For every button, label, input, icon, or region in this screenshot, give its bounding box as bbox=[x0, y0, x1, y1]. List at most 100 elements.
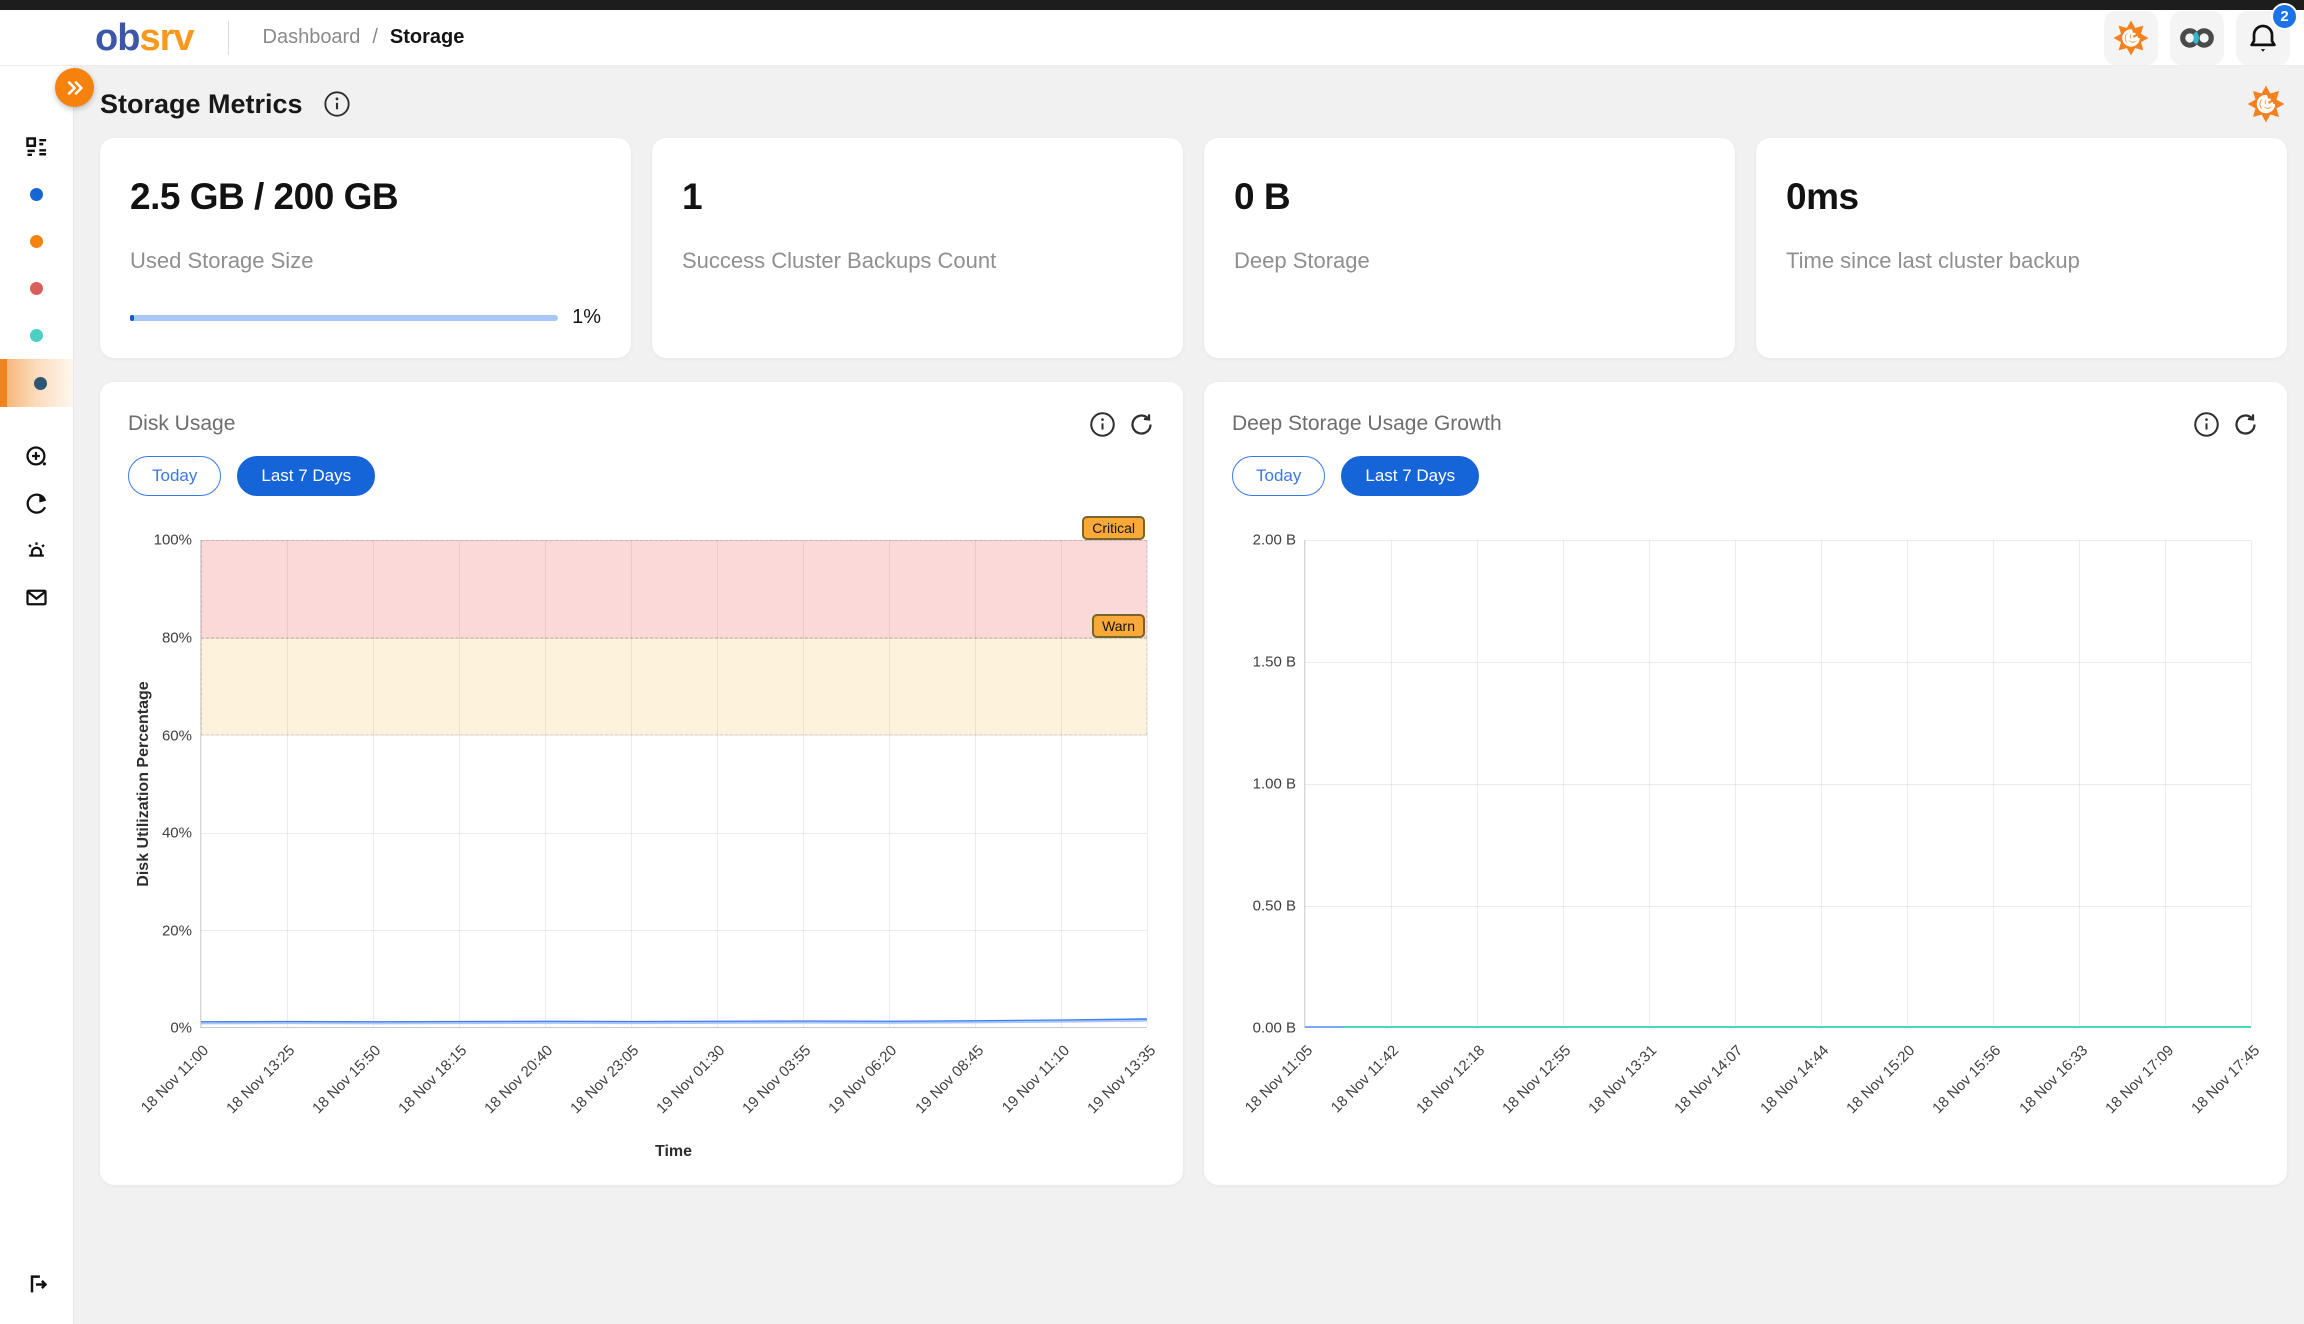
chart-panels: Disk Usage bbox=[74, 358, 2304, 1185]
app-header: obsrv Dashboard / Storage bbox=[0, 10, 2304, 66]
logout-icon bbox=[23, 1271, 50, 1298]
alerts-icon bbox=[23, 537, 50, 564]
card-deep-storage: 0 B Deep Storage bbox=[1204, 138, 1735, 358]
sidebar-expand-button[interactable] bbox=[55, 68, 94, 107]
x-tick-label: 18 Nov 13:31 bbox=[1585, 1042, 1660, 1117]
x-tick-label: 18 Nov 15:20 bbox=[1844, 1042, 1919, 1117]
card-label: Deep Storage bbox=[1234, 248, 1705, 274]
panel-info-button[interactable] bbox=[1089, 411, 1116, 438]
panel-title: Deep Storage Usage Growth bbox=[1232, 412, 1502, 436]
nav-dot-teal bbox=[30, 329, 43, 342]
panel-header: Deep Storage Usage Growth bbox=[1232, 408, 2259, 440]
grafana-settings-button[interactable] bbox=[2245, 83, 2287, 125]
page-title-info-button[interactable] bbox=[323, 90, 351, 118]
today-button[interactable]: Today bbox=[1232, 456, 1325, 496]
card-value: 1 bbox=[682, 176, 1153, 218]
grafana-button[interactable] bbox=[2104, 11, 2158, 65]
last-7-days-button[interactable]: Last 7 Days bbox=[237, 456, 375, 496]
header-actions: 2 bbox=[2104, 11, 2290, 65]
mail-icon bbox=[23, 584, 50, 611]
x-tick-label: 18 Nov 12:18 bbox=[1413, 1042, 1488, 1117]
pie-chart-icon bbox=[23, 490, 50, 517]
y-tick-label: 100% bbox=[154, 532, 192, 549]
disk-usage-chart: Disk Utilization Percentage 0%20%40%60%8… bbox=[128, 526, 1155, 1186]
sidebar-item-new[interactable] bbox=[0, 433, 73, 480]
sidebar bbox=[0, 66, 74, 1324]
card-label: Success Cluster Backups Count bbox=[682, 248, 1153, 274]
grafana-icon bbox=[2111, 18, 2151, 58]
nav-dot-orange bbox=[30, 235, 43, 248]
sidebar-item-dot-1[interactable] bbox=[0, 171, 73, 218]
refresh-icon bbox=[1128, 411, 1155, 438]
x-tick-label: 18 Nov 11:00 bbox=[138, 1042, 212, 1116]
page-header: Storage Metrics bbox=[74, 66, 2304, 128]
sidebar-item-dashboard[interactable] bbox=[0, 124, 73, 171]
dashboard-grid-icon bbox=[23, 134, 50, 161]
today-button[interactable]: Today bbox=[128, 456, 221, 496]
panel-header: Disk Usage bbox=[128, 408, 1155, 440]
refresh-icon bbox=[2232, 411, 2259, 438]
x-tick-label: 18 Nov 15:56 bbox=[1930, 1042, 2005, 1117]
info-icon bbox=[1089, 411, 1116, 438]
card-value: 0ms bbox=[1786, 176, 2257, 218]
infinity-icon bbox=[2177, 18, 2217, 58]
time-range-toggle: Today Last 7 Days bbox=[128, 456, 1155, 496]
last-7-days-button[interactable]: Last 7 Days bbox=[1341, 456, 1479, 496]
x-tick-label: 19 Nov 08:45 bbox=[912, 1042, 987, 1117]
card-last-backup-time: 0ms Time since last cluster backup bbox=[1756, 138, 2287, 358]
x-tick-label: 18 Nov 14:44 bbox=[1757, 1042, 1832, 1117]
y-axis-labels: 0%20%40%60%80%100% bbox=[128, 540, 192, 1028]
new-circle-plus-icon bbox=[23, 443, 50, 470]
progress-track bbox=[130, 315, 558, 321]
threshold-badge-critical: Critical bbox=[1082, 516, 1145, 540]
breadcrumb-parent[interactable]: Dashboard bbox=[263, 26, 361, 49]
panel-refresh-button[interactable] bbox=[2232, 411, 2259, 438]
sidebar-item-mail[interactable] bbox=[0, 574, 73, 621]
sidebar-item-alerts[interactable] bbox=[0, 527, 73, 574]
main-content: Storage Metrics bbox=[74, 66, 2304, 1324]
x-tick-label: 18 Nov 20:40 bbox=[481, 1042, 556, 1117]
x-tick-label: 18 Nov 17:45 bbox=[2188, 1042, 2263, 1117]
x-tick-label: 18 Nov 11:42 bbox=[1328, 1042, 1402, 1116]
panel-actions bbox=[1089, 411, 1155, 438]
sidebar-item-dot-4[interactable] bbox=[0, 312, 73, 359]
panel-info-button[interactable] bbox=[2193, 411, 2220, 438]
breadcrumb: Dashboard / Storage bbox=[263, 26, 465, 49]
sidebar-item-logout[interactable] bbox=[0, 1261, 73, 1308]
panel-refresh-button[interactable] bbox=[1128, 411, 1155, 438]
x-tick-label: 19 Nov 01:30 bbox=[653, 1042, 728, 1117]
grafana-icon bbox=[2245, 83, 2287, 125]
gridline bbox=[2251, 540, 2252, 1027]
card-used-storage: 2.5 GB / 200 GB Used Storage Size 1% bbox=[100, 138, 631, 358]
sidebar-item-dot-3[interactable] bbox=[0, 265, 73, 312]
sidebar-item-dot-2[interactable] bbox=[0, 218, 73, 265]
x-tick-label: 18 Nov 16:33 bbox=[2016, 1042, 2091, 1117]
y-tick-label: 1.00 B bbox=[1253, 776, 1296, 793]
y-tick-label: 20% bbox=[162, 922, 192, 939]
y-tick-label: 0.00 B bbox=[1253, 1020, 1296, 1037]
y-tick-label: 40% bbox=[162, 825, 192, 842]
disk-usage-plot[interactable]: CriticalWarn bbox=[200, 540, 1147, 1028]
progress-percent-label: 1% bbox=[572, 306, 601, 329]
sidebar-item-storage-selected[interactable] bbox=[0, 359, 73, 407]
disk-usage-panel: Disk Usage bbox=[100, 382, 1183, 1185]
x-tick-label: 18 Nov 18:15 bbox=[395, 1042, 470, 1117]
notifications-button[interactable]: 2 bbox=[2236, 11, 2290, 65]
notification-count-badge: 2 bbox=[2271, 3, 2298, 30]
x-tick-label: 19 Nov 11:10 bbox=[999, 1042, 1073, 1116]
nav-dot-blue bbox=[30, 188, 43, 201]
progress-fill bbox=[130, 315, 134, 321]
obsrv-logo[interactable]: obsrv bbox=[95, 19, 194, 57]
header-divider bbox=[228, 21, 229, 55]
panel-actions bbox=[2193, 411, 2259, 438]
x-tick-label: 18 Nov 13:25 bbox=[223, 1042, 298, 1117]
info-icon bbox=[323, 90, 351, 118]
card-label: Time since last cluster backup bbox=[1786, 248, 2257, 274]
y-tick-label: 0% bbox=[170, 1020, 192, 1037]
card-backups-count: 1 Success Cluster Backups Count bbox=[652, 138, 1183, 358]
top-strip bbox=[0, 0, 2304, 10]
x-tick-label: 18 Nov 14:07 bbox=[1671, 1042, 1746, 1117]
deep-storage-plot[interactable] bbox=[1304, 540, 2251, 1028]
infinity-button[interactable] bbox=[2170, 11, 2224, 65]
sidebar-item-reports[interactable] bbox=[0, 480, 73, 527]
